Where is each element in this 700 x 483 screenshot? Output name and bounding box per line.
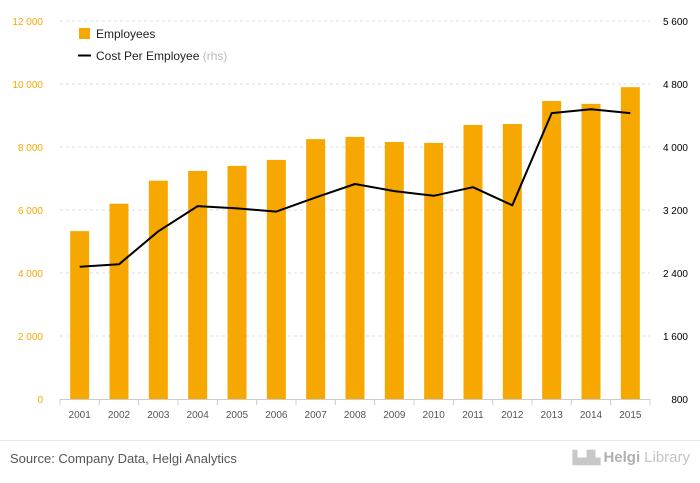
x-tick-label: 2002 xyxy=(108,410,131,421)
legend-label-cost-per-employee: Cost Per Employee (rhs) xyxy=(96,49,227,63)
employees-bar xyxy=(266,159,286,399)
right-y-tick-label: 800 xyxy=(671,395,688,406)
library-building-icon: ▙▟▙ xyxy=(572,449,600,465)
helgi-library-logo[interactable]: ▙▟▙ Helgi Library xyxy=(572,449,690,466)
right-y-tick-label: 4 800 xyxy=(663,80,688,91)
employees-bar xyxy=(502,124,522,399)
x-tick-label: 2005 xyxy=(226,410,249,421)
x-tick-label: 2001 xyxy=(69,410,92,421)
x-tick-label: 2010 xyxy=(423,410,446,421)
right-y-tick-label: 5 600 xyxy=(663,17,688,28)
logo-text-helgi: Helgi xyxy=(603,449,641,466)
left-y-tick-label: 6 000 xyxy=(18,206,43,217)
cost-per-employee-line xyxy=(79,108,631,268)
employees-bar xyxy=(463,124,483,399)
logo-text-library: Library xyxy=(644,449,690,466)
employees-bar xyxy=(188,170,208,399)
employees-bar xyxy=(306,139,326,399)
chart-area: 2001 2002 2003 2004 2005 2006 2007 2008 2009 2010… xyxy=(12,17,688,421)
x-tick-label: 2009 xyxy=(383,410,406,421)
x-tick-label: 2007 xyxy=(305,410,328,421)
employees-bar xyxy=(424,142,444,399)
employees-bar xyxy=(70,231,90,399)
employees-bar xyxy=(109,203,129,399)
left-y-tick-label: 2 000 xyxy=(18,332,43,343)
legend-series-name: Cost Per Employee xyxy=(96,49,203,63)
x-tick-label: 2012 xyxy=(501,410,524,421)
left-y-tick-label: 0 xyxy=(37,395,43,406)
x-tick-label: 2011 xyxy=(462,410,484,421)
left-y-tick-label: 10 000 xyxy=(12,80,43,91)
x-tick-label: 2015 xyxy=(619,410,642,421)
legend-label-employees: Employees xyxy=(96,27,155,41)
employees-bar xyxy=(227,165,247,399)
legend-rhs-note: (rhs) xyxy=(203,49,228,63)
employees-bar xyxy=(620,87,640,400)
left-y-tick-label: 8 000 xyxy=(18,143,43,154)
right-y-tick-label: 4 000 xyxy=(663,143,688,154)
x-tick-label: 2014 xyxy=(580,410,603,421)
right-y-tick-label: 3 200 xyxy=(663,206,688,217)
left-y-tick-label: 4 000 xyxy=(18,269,43,280)
right-y-tick-label: 2 400 xyxy=(663,269,688,280)
x-tick-label: 2003 xyxy=(147,410,170,421)
footer-divider xyxy=(0,440,700,441)
source-note: Source: Company Data, Helgi Analytics xyxy=(10,451,237,466)
left-y-tick-label: 12 000 xyxy=(12,17,43,28)
employees-bar xyxy=(345,136,365,400)
employees-bar xyxy=(148,180,168,399)
x-tick-label: 2008 xyxy=(344,410,367,421)
legend-swatch-employees xyxy=(79,28,90,39)
x-tick-label: 2004 xyxy=(187,410,210,421)
employees-bar xyxy=(384,141,404,399)
x-tick-label: 2013 xyxy=(541,410,564,421)
x-tick-label: 2006 xyxy=(265,410,288,421)
employees-bar xyxy=(581,103,601,399)
employees-bar xyxy=(542,101,562,399)
right-y-tick-label: 1 600 xyxy=(663,332,688,343)
